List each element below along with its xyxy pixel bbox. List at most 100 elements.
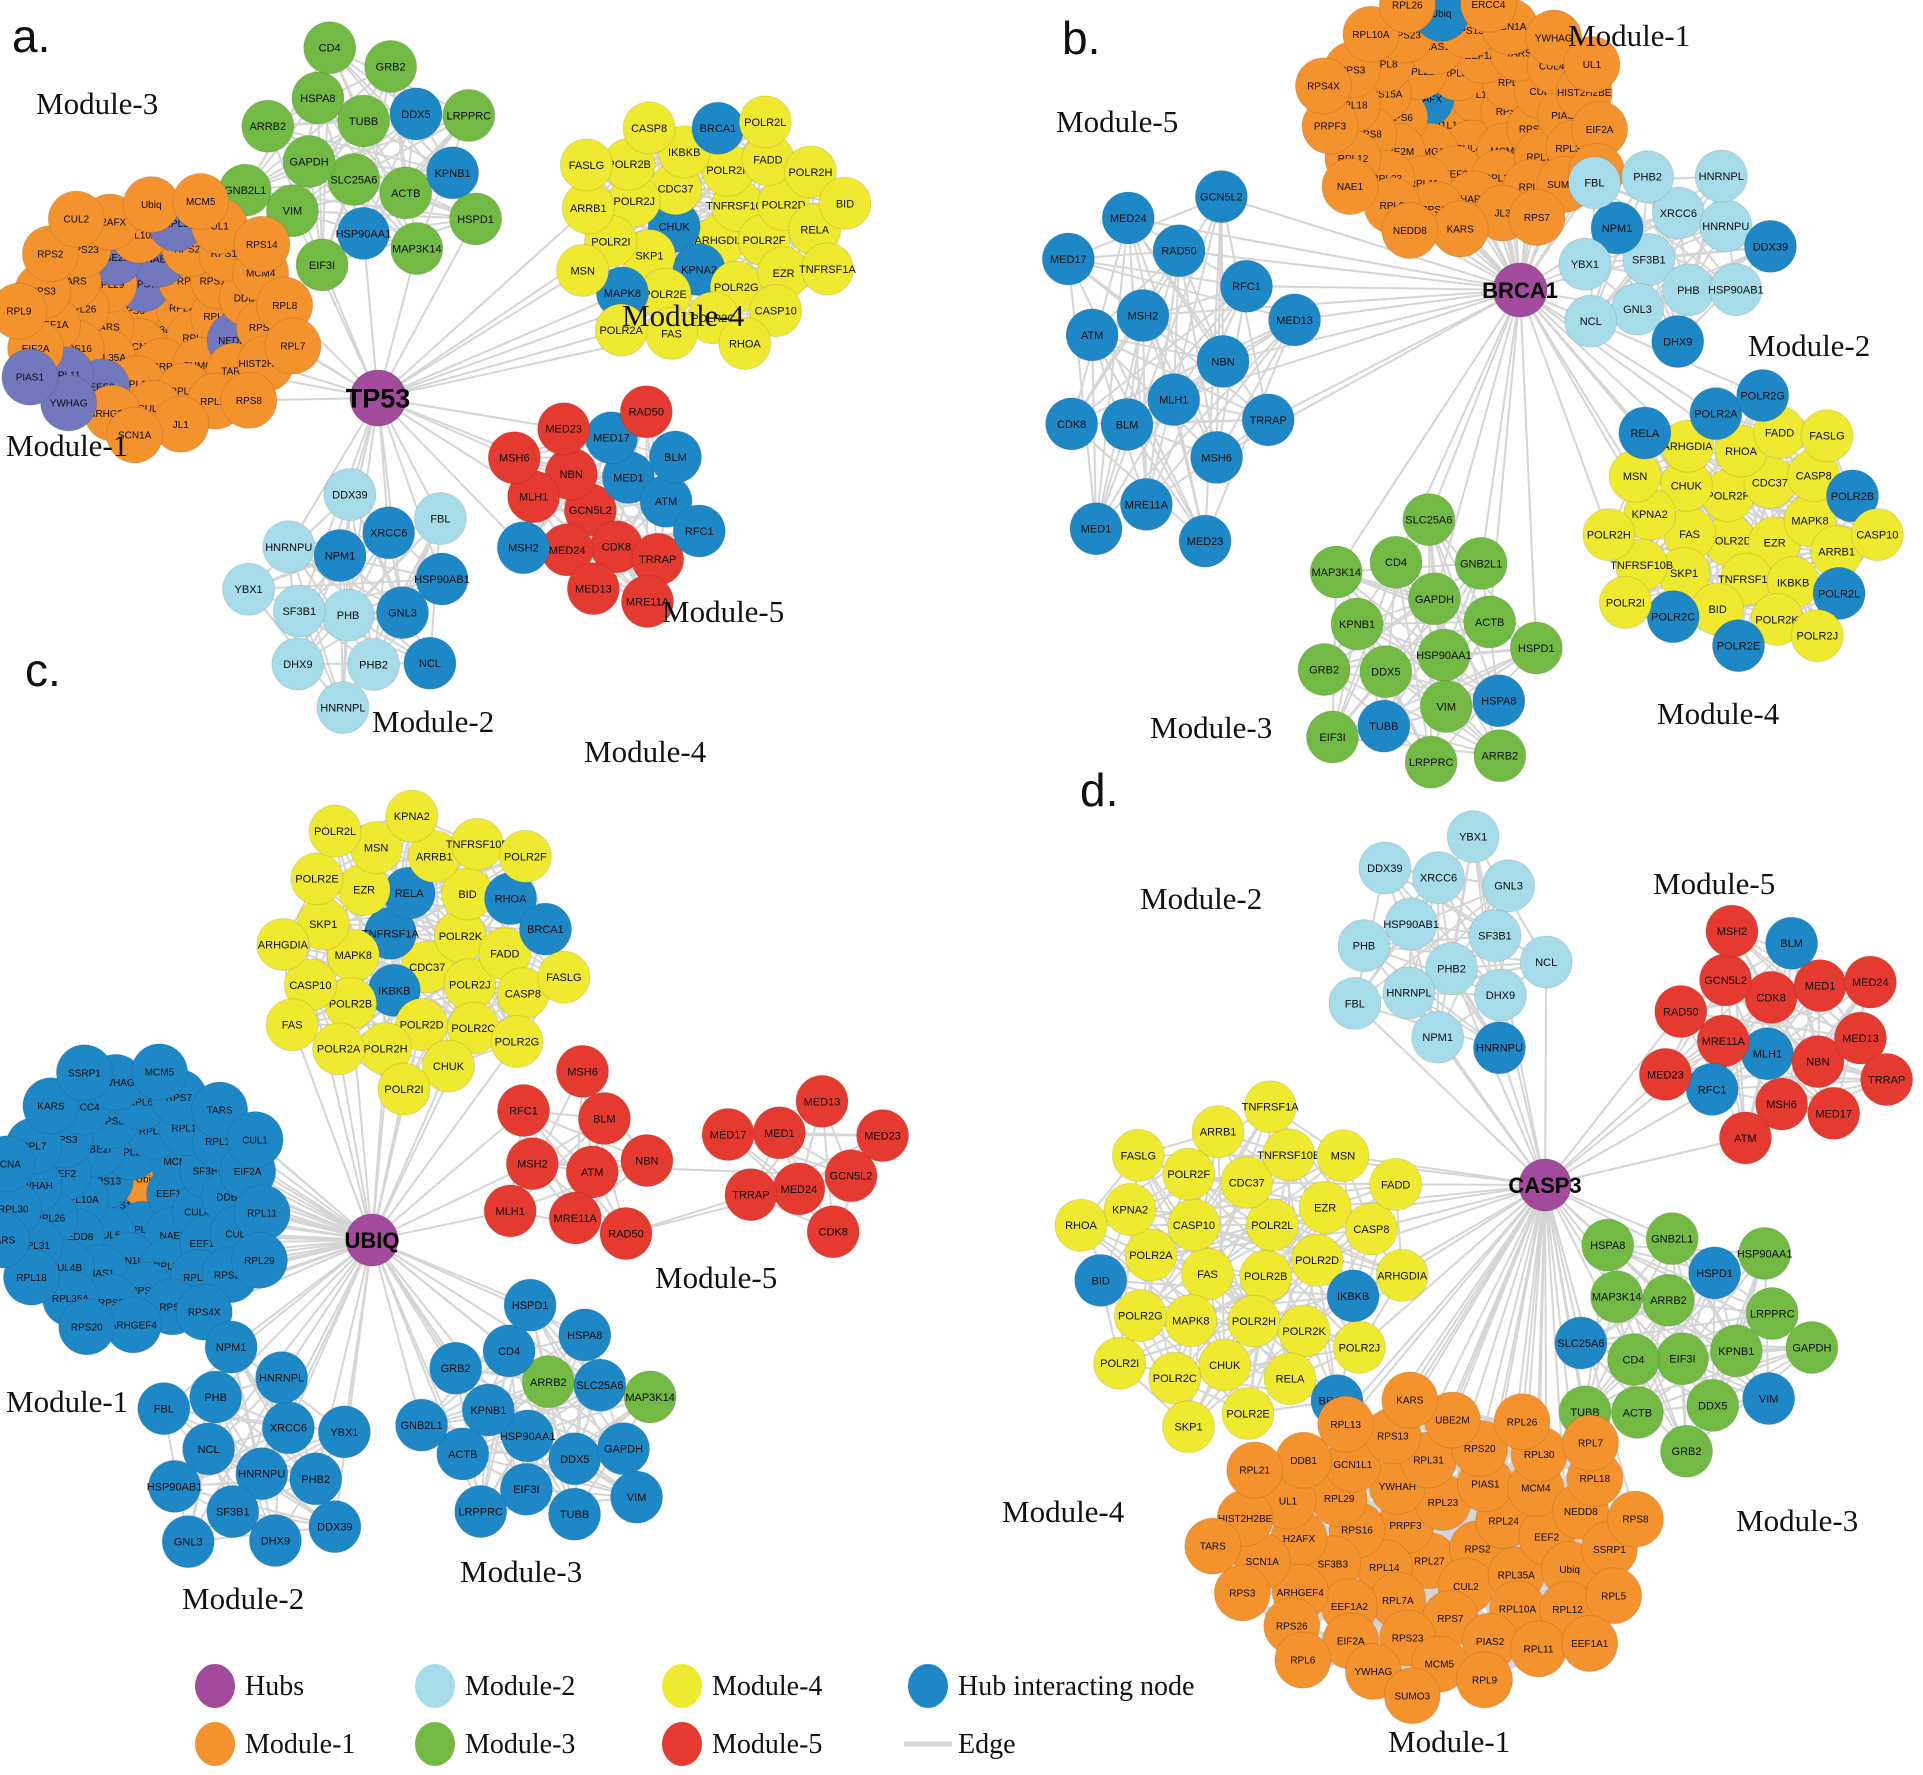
panel-c-module-4-node-polr2f[interactable]: POLR2F xyxy=(498,829,552,883)
panel-b-module-5-node-med17[interactable]: MED17 xyxy=(1041,232,1095,286)
panel-a-module-3-node-slc25a6[interactable]: SLC25A6 xyxy=(327,152,381,206)
panel-c-module-4-node-kpna2[interactable]: KPNA2 xyxy=(385,789,439,843)
panel-d-module-4-node-mapk8[interactable]: MAPK8 xyxy=(1164,1294,1218,1348)
panel-b-module-3-node-gnb2l1[interactable]: GNB2L1 xyxy=(1454,536,1508,590)
panel-c-module-5-node-trrap[interactable]: TRRAP xyxy=(724,1168,778,1222)
panel-b-module-5-node-med23[interactable]: MED23 xyxy=(1178,514,1232,568)
panel-b-module-4-node-casp10[interactable]: CASP10 xyxy=(1850,508,1904,562)
panel-d-module-2-node-ncl[interactable]: NCL xyxy=(1519,935,1573,989)
panel-d-module-4-node-polr2f[interactable]: POLR2F xyxy=(1162,1147,1216,1201)
panel-d-module-2-node-gnl3[interactable]: GNL3 xyxy=(1482,859,1536,913)
panel-c-module-1-node-mcm5[interactable]: MCM5 xyxy=(130,1043,188,1101)
panel-b-module-1-node-rps4x[interactable]: RPS4X xyxy=(1294,57,1352,115)
panel-c-module-3-node-hspd1[interactable]: HSPD1 xyxy=(503,1278,557,1332)
panel-c-module-4-node-polr2a[interactable]: POLR2A xyxy=(312,1022,366,1076)
panel-d-module-5-node-msh2[interactable]: MSH2 xyxy=(1705,904,1759,958)
panel-c-module-3-node-slc25a6[interactable]: SLC25A6 xyxy=(573,1358,627,1412)
panel-a-module-2-node-ybx1[interactable]: YBX1 xyxy=(222,562,276,616)
panel-a-module-5-node-blm[interactable]: BLM xyxy=(648,430,702,484)
panel-d-module-4-node-polr2i[interactable]: POLR2I xyxy=(1093,1336,1147,1390)
panel-b-module-5-node-blm[interactable]: BLM xyxy=(1100,397,1154,451)
panel-a-module-2-node-ddx39[interactable]: DDX39 xyxy=(323,467,377,521)
panel-c-module-2-node-npm1[interactable]: NPM1 xyxy=(204,1320,258,1374)
panel-c-module-2-node-sf3b1[interactable]: SF3B1 xyxy=(206,1485,260,1539)
panel-d-module-1-node-rpl13[interactable]: RPL13 xyxy=(1317,1395,1375,1453)
panel-a-module-2-node-hnrnpl[interactable]: HNRNPL xyxy=(316,681,370,735)
panel-b-module-1-node-kars[interactable]: KARS xyxy=(1431,200,1489,258)
panel-d-module-1-node-rpl26[interactable]: RPL26 xyxy=(1493,1393,1551,1451)
panel-c-module-4-node-brca1[interactable]: BRCA1 xyxy=(518,902,572,956)
panel-d-module-5-node-rfc1[interactable]: RFC1 xyxy=(1685,1062,1739,1116)
panel-d-module-1-node-kars[interactable]: KARS xyxy=(1381,1371,1439,1429)
panel-c-module-4-node-fas[interactable]: FAS xyxy=(265,998,319,1052)
panel-a-module-5-node-rfc1[interactable]: RFC1 xyxy=(672,504,726,558)
panel-c-module-3-node-cd4[interactable]: CD4 xyxy=(482,1324,536,1378)
panel-a-module-5-node-med13[interactable]: MED13 xyxy=(566,562,620,616)
panel-b-module-5-node-cdk8[interactable]: CDK8 xyxy=(1045,397,1099,451)
panel-a-module-1-node-mcm5[interactable]: MCM5 xyxy=(172,173,230,231)
panel-c-module-3-node-eif3i[interactable]: EIF3I xyxy=(499,1462,553,1516)
panel-b-module-5-node-msh2[interactable]: MSH2 xyxy=(1116,288,1170,342)
panel-c-module-1-node-rpl29[interactable]: RPL29 xyxy=(230,1231,288,1289)
panel-c-module-5-node-nbn[interactable]: NBN xyxy=(620,1134,674,1188)
panel-d-module-4-node-polr2a[interactable]: POLR2A xyxy=(1124,1228,1178,1282)
panel-a-module-3-node-actb[interactable]: ACTB xyxy=(379,166,433,220)
panel-d-module-3-node-actb[interactable]: ACTB xyxy=(1610,1385,1664,1439)
panel-c-module-3-node-ddx5[interactable]: DDX5 xyxy=(548,1432,602,1486)
panel-c-module-2-node-gnl3[interactable]: GNL3 xyxy=(161,1515,215,1569)
panel-b-module-2-node-ddx39[interactable]: DDX39 xyxy=(1743,219,1797,273)
panel-a-module-5-node-med23[interactable]: MED23 xyxy=(537,402,591,456)
panel-c-module-5-node-blm[interactable]: BLM xyxy=(577,1092,631,1146)
panel-b-module-2-node-dhx9[interactable]: DHX9 xyxy=(1651,314,1705,368)
panel-a-module-4-node-brca1[interactable]: BRCA1 xyxy=(691,101,745,155)
panel-b-module-4-node-polr2e[interactable]: POLR2E xyxy=(1711,619,1765,673)
panel-b-module-3-node-hspa8[interactable]: HSPA8 xyxy=(1472,674,1526,728)
panel-d-module-1-node-rpl6[interactable]: RPL6 xyxy=(1274,1631,1332,1689)
panel-b-module-4-node-faslg[interactable]: FASLG xyxy=(1800,409,1854,463)
panel-b-module-1-node-rps7[interactable]: RPS7 xyxy=(1508,188,1566,246)
panel-c-module-5-node-med1[interactable]: MED1 xyxy=(752,1106,806,1160)
panel-d-module-3-node-gapdh[interactable]: GAPDH xyxy=(1785,1320,1839,1374)
panel-d-module-5-node-cdk8[interactable]: CDK8 xyxy=(1744,970,1798,1024)
panel-d-module-1-node-eef1a1[interactable]: EEF1A1 xyxy=(1561,1615,1619,1673)
panel-a-module-3-node-eif3i[interactable]: EIF3I xyxy=(295,238,349,292)
panel-d-module-3-node-gnb2l1[interactable]: GNB2L1 xyxy=(1645,1212,1699,1266)
panel-b-module-3-node-ddx5[interactable]: DDX5 xyxy=(1359,645,1413,699)
panel-c-module-4-node-polr2g[interactable]: POLR2G xyxy=(490,1014,544,1068)
panel-d-module-5-node-rad50[interactable]: RAD50 xyxy=(1654,984,1708,1038)
panel-a-module-2-node-phb[interactable]: PHB xyxy=(321,588,375,642)
panel-d-module-4-node-fas[interactable]: FAS xyxy=(1180,1247,1234,1301)
panel-b-module-5-node-rad50[interactable]: RAD50 xyxy=(1152,224,1206,278)
panel-d-module-4-node-skp1[interactable]: SKP1 xyxy=(1162,1400,1216,1454)
panel-d-module-2-node-dhx9[interactable]: DHX9 xyxy=(1473,968,1527,1022)
panel-a-module-2-node-npm1[interactable]: NPM1 xyxy=(313,528,367,582)
panel-c-module-5-node-med23[interactable]: MED23 xyxy=(856,1109,910,1163)
panel-b-module-3-node-slc25a6[interactable]: SLC25A6 xyxy=(1402,493,1456,547)
panel-d-module-1-node-sumo3[interactable]: SUMO3 xyxy=(1383,1667,1441,1725)
panel-b-module-3-node-grb2[interactable]: GRB2 xyxy=(1297,643,1351,697)
panel-d-module-4-node-faslg[interactable]: FASLG xyxy=(1111,1128,1165,1182)
panel-d-module-3-node-hspa8[interactable]: HSPA8 xyxy=(1581,1218,1635,1272)
panel-d-module-1-node-rpl5[interactable]: RPL5 xyxy=(1585,1567,1643,1625)
panel-b-module-5-node-mre11a[interactable]: MRE11A xyxy=(1119,477,1173,531)
panel-d-module-3-node-grb2[interactable]: GRB2 xyxy=(1660,1424,1714,1478)
panel-a-module-3-node-grb2[interactable]: GRB2 xyxy=(364,40,418,94)
panel-d-module-1-node-rps3[interactable]: RPS3 xyxy=(1213,1564,1271,1622)
panel-c-module-5-node-med17[interactable]: MED17 xyxy=(701,1107,755,1161)
panel-b-module-2-node-ncl[interactable]: NCL xyxy=(1564,294,1618,348)
panel-d-module-2-node-sf3b1[interactable]: SF3B1 xyxy=(1468,909,1522,963)
panel-d-module-4-node-ikbkb[interactable]: IKBKB xyxy=(1326,1269,1380,1323)
panel-b-module-4-node-polr2h[interactable]: POLR2H xyxy=(1582,508,1636,562)
panel-c-module-5-node-rfc1[interactable]: RFC1 xyxy=(496,1083,550,1137)
panel-d-module-2-node-fbl[interactable]: FBL xyxy=(1328,976,1382,1030)
panel-c-module-3-node-map3k14[interactable]: MAP3K14 xyxy=(623,1370,677,1424)
panel-d-module-2-node-ybx1[interactable]: YBX1 xyxy=(1446,810,1500,864)
panel-a-module-4-node-faslg[interactable]: FASLG xyxy=(559,138,613,192)
panel-d-module-4-node-casp10[interactable]: CASP10 xyxy=(1167,1198,1221,1252)
panel-c-module-2-node-xrcc6[interactable]: XRCC6 xyxy=(261,1401,315,1455)
panel-d-module-5-node-gcn5l2[interactable]: GCN5L2 xyxy=(1699,953,1753,1007)
panel-d-module-2-node-hnrnpl[interactable]: HNRNPL xyxy=(1382,966,1436,1020)
panel-d-module-3-node-vim[interactable]: VIM xyxy=(1742,1371,1796,1425)
panel-a-module-3-node-hspd1[interactable]: HSPD1 xyxy=(449,192,503,246)
panel-c-module-2-node-hnrnpl[interactable]: HNRNPL xyxy=(255,1351,309,1405)
